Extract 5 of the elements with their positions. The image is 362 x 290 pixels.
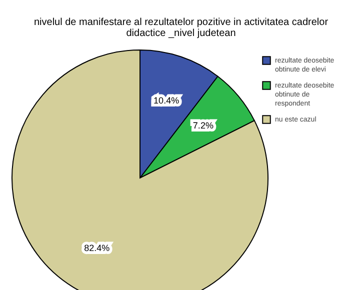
text: didactice _nivel judetean (126, 28, 236, 39)
data-label: 10.4% (154, 95, 180, 106)
text: nivelul de manifestare al rezultatelor pozitive in activitatea cadrelor (34, 17, 328, 28)
data-label: 82.4% (84, 242, 110, 253)
data-label: 7.2% (192, 120, 214, 131)
